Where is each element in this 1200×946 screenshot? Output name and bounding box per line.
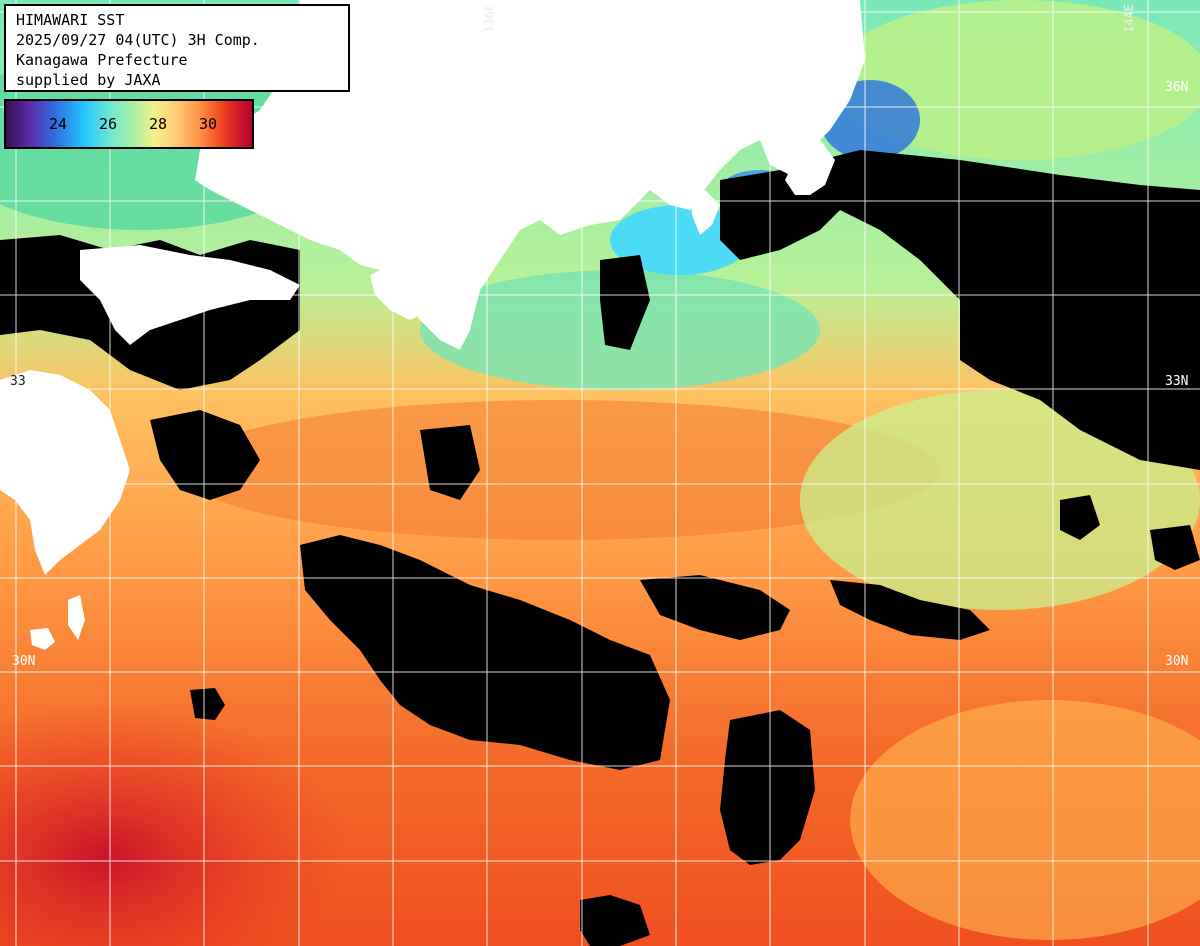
lat-label-33-left: 33: [10, 374, 26, 389]
sea-yellow-se: [850, 700, 1200, 940]
land-kii-peninsula: [370, 250, 440, 320]
cloud-west-mid: [150, 410, 260, 500]
lat-label-36-right: 36N: [1165, 80, 1189, 95]
color-legend: 24 26 28 30: [4, 99, 254, 149]
sea-warm-band: [180, 400, 940, 540]
cloud-mid-east: [640, 575, 790, 640]
legend-tick-30: 30: [198, 115, 218, 133]
cloud-small-4: [600, 255, 650, 350]
lat-label-33-right: 33N: [1165, 374, 1189, 389]
legend-tick-24: 24: [48, 115, 68, 133]
cloud-east-band: [830, 580, 990, 640]
cloud-center-south: [720, 710, 815, 865]
cloud-southwest: [580, 895, 650, 946]
land-kyushu: [0, 370, 130, 575]
cloud-sw-small: [190, 688, 225, 720]
legend-tick-26: 26: [98, 115, 118, 133]
cloud-small-2: [1060, 495, 1100, 540]
land-island-yaku: [30, 628, 55, 650]
product-title: HIMAWARI SST: [16, 11, 125, 29]
land-boso: [785, 140, 835, 195]
legend-tick-28: 28: [148, 115, 168, 133]
title-box: HIMAWARI SST 2025/09/27 04(UTC) 3H Comp.…: [4, 4, 350, 92]
lat-label-30-right: 30N: [1165, 654, 1189, 669]
cloud-small-3: [1150, 525, 1200, 570]
timestamp: 2025/09/27 04(UTC) 3H Comp.: [16, 31, 260, 49]
lat-label-30-left: 30N: [12, 654, 36, 669]
cloud-small-1: [420, 425, 480, 500]
provider: Kanagawa Prefecture: [16, 51, 188, 69]
data-source: supplied by JAXA: [16, 71, 161, 89]
lon-label-136: 136E: [482, 4, 496, 33]
sea-cold-bay: [610, 205, 750, 275]
sea-ne-green: [830, 0, 1200, 160]
sea-cool-east: [800, 390, 1200, 610]
land-honshu: [195, 0, 865, 350]
cloud-east-large: [780, 150, 1200, 470]
lon-label-144: 144E: [1122, 4, 1136, 33]
land-island-tane: [68, 595, 85, 640]
